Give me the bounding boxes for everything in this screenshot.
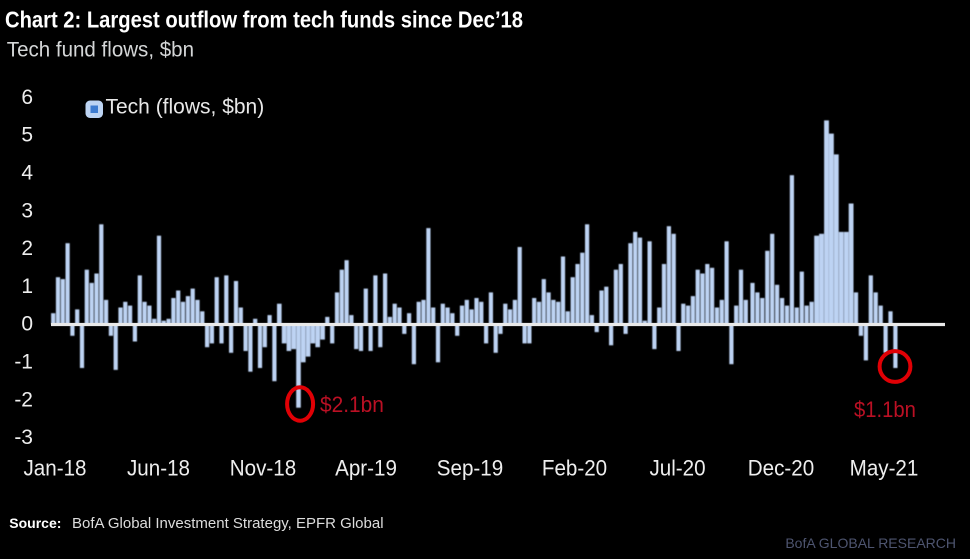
svg-text:-1: -1	[14, 351, 33, 374]
svg-text:Chart 2: Largest outflow from: Chart 2: Largest outflow from tech funds…	[5, 6, 523, 33]
svg-text:5: 5	[21, 124, 33, 147]
svg-text:4: 4	[21, 162, 33, 185]
svg-text:May-21: May-21	[850, 456, 919, 481]
svg-text:Jun-18: Jun-18	[127, 456, 190, 481]
svg-text:Nov-18: Nov-18	[230, 456, 296, 481]
svg-text:-2: -2	[14, 388, 33, 411]
svg-text:Sep-19: Sep-19	[437, 456, 503, 481]
svg-text:BofA Global Investment Strateg: BofA Global Investment Strategy, EPFR Gl…	[72, 515, 384, 532]
svg-text:1: 1	[21, 275, 33, 298]
svg-text:3: 3	[21, 199, 33, 222]
svg-text:-3: -3	[14, 426, 33, 449]
svg-text:Jan-18: Jan-18	[24, 456, 87, 481]
svg-text:Tech (flows, $bn): Tech (flows, $bn)	[106, 96, 265, 119]
svg-text:Dec-20: Dec-20	[748, 456, 815, 481]
svg-text:Source:: Source:	[9, 515, 61, 531]
svg-text:$1.1bn: $1.1bn	[854, 398, 916, 422]
svg-text:BofA GLOBAL RESEARCH: BofA GLOBAL RESEARCH	[785, 535, 956, 551]
svg-text:$2.1bn: $2.1bn	[320, 393, 384, 418]
svg-text:Feb-20: Feb-20	[542, 456, 607, 481]
svg-text:Tech fund flows, $bn: Tech fund flows, $bn	[7, 38, 194, 61]
svg-text:Jul-20: Jul-20	[649, 456, 705, 481]
svg-text:6: 6	[21, 86, 33, 109]
svg-text:Apr-19: Apr-19	[335, 456, 397, 481]
svg-text:2: 2	[21, 237, 33, 260]
svg-text:0: 0	[21, 313, 33, 336]
